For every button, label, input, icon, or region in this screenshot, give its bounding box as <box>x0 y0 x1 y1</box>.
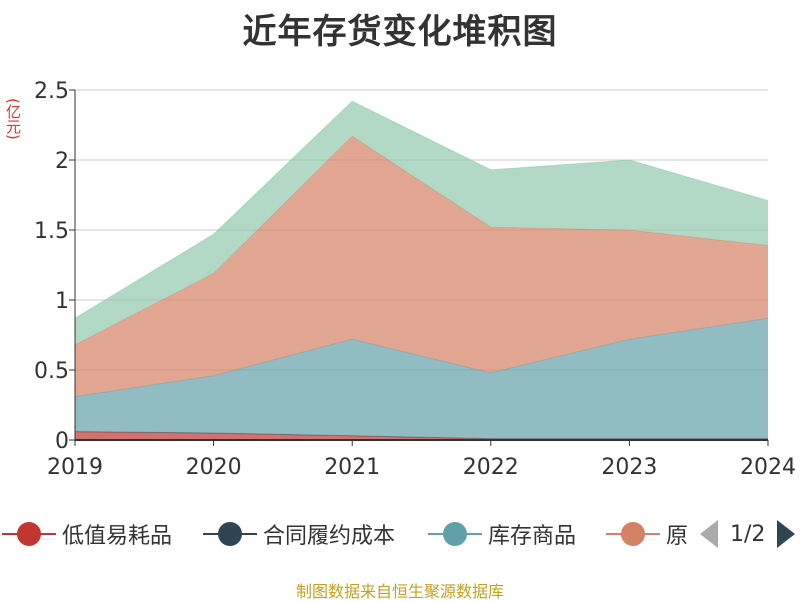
y-tick-label: 2 <box>55 149 69 174</box>
y-tick-label: 0 <box>55 429 69 454</box>
legend-pager: 1/2 <box>700 512 796 556</box>
legend-dot <box>443 522 467 546</box>
x-tick-label: 2023 <box>601 455 657 480</box>
legend-label: 合同履约成本 <box>263 524 396 549</box>
chart-title: 近年存货变化堆积图 <box>242 12 558 52</box>
legend-items: 低值易耗品 合同履约成本 库存商品 原 <box>0 512 690 556</box>
legend-item-contract-cost[interactable]: 合同履约成本 <box>203 512 395 556</box>
legend-item-inventory-goods[interactable]: 库存商品 <box>428 512 576 556</box>
legend-label: 低值易耗品 <box>62 524 173 549</box>
legend-item-raw-materials[interactable]: 原 <box>606 512 688 556</box>
legend-dot <box>621 522 645 546</box>
x-tick-label: 2022 <box>463 455 519 480</box>
legend-dot <box>17 522 41 546</box>
x-tick-label: 2019 <box>47 455 103 480</box>
legend-label: 库存商品 <box>488 524 577 549</box>
legend-marker-icon <box>203 521 257 547</box>
legend: 低值易耗品 合同履约成本 库存商品 原 1/2 <box>0 512 800 556</box>
axes <box>69 89 769 446</box>
x-tick-label: 2021 <box>324 455 380 480</box>
y-tick-label: 1 <box>55 289 69 314</box>
legend-next-page-icon[interactable] <box>777 520 796 548</box>
legend-label: 原 <box>666 524 689 549</box>
tick-labels: 0 0.5 1 1.5 2 2.5 2019 2020 2021 2022 2023 2024 <box>34 79 796 480</box>
y-tick-label: 0.5 <box>34 359 69 384</box>
y-axis-unit-label: (亿元) <box>4 98 22 140</box>
legend-marker-icon <box>2 521 56 547</box>
legend-prev-page-icon[interactable] <box>700 520 718 548</box>
legend-page-indicator: 1/2 <box>730 521 766 547</box>
legend-item-low-value-consumables[interactable]: 低值易耗品 <box>2 512 172 556</box>
area-series <box>74 100 769 440</box>
y-tick-label: 1.5 <box>34 219 69 244</box>
area-series-4 <box>75 101 768 345</box>
area-series-3 <box>75 136 768 397</box>
legend-marker-icon <box>606 521 660 547</box>
legend-dot <box>218 522 242 546</box>
x-tick-label: 2020 <box>186 455 242 480</box>
series-line-4 <box>74 100 769 319</box>
area-series-2 <box>75 318 768 439</box>
y-tick-label: 2.5 <box>34 79 69 104</box>
data-source-note: 制图数据来自恒生聚源数据库 <box>295 582 504 601</box>
x-tick-label: 2024 <box>740 455 796 480</box>
legend-marker-icon <box>428 521 482 547</box>
